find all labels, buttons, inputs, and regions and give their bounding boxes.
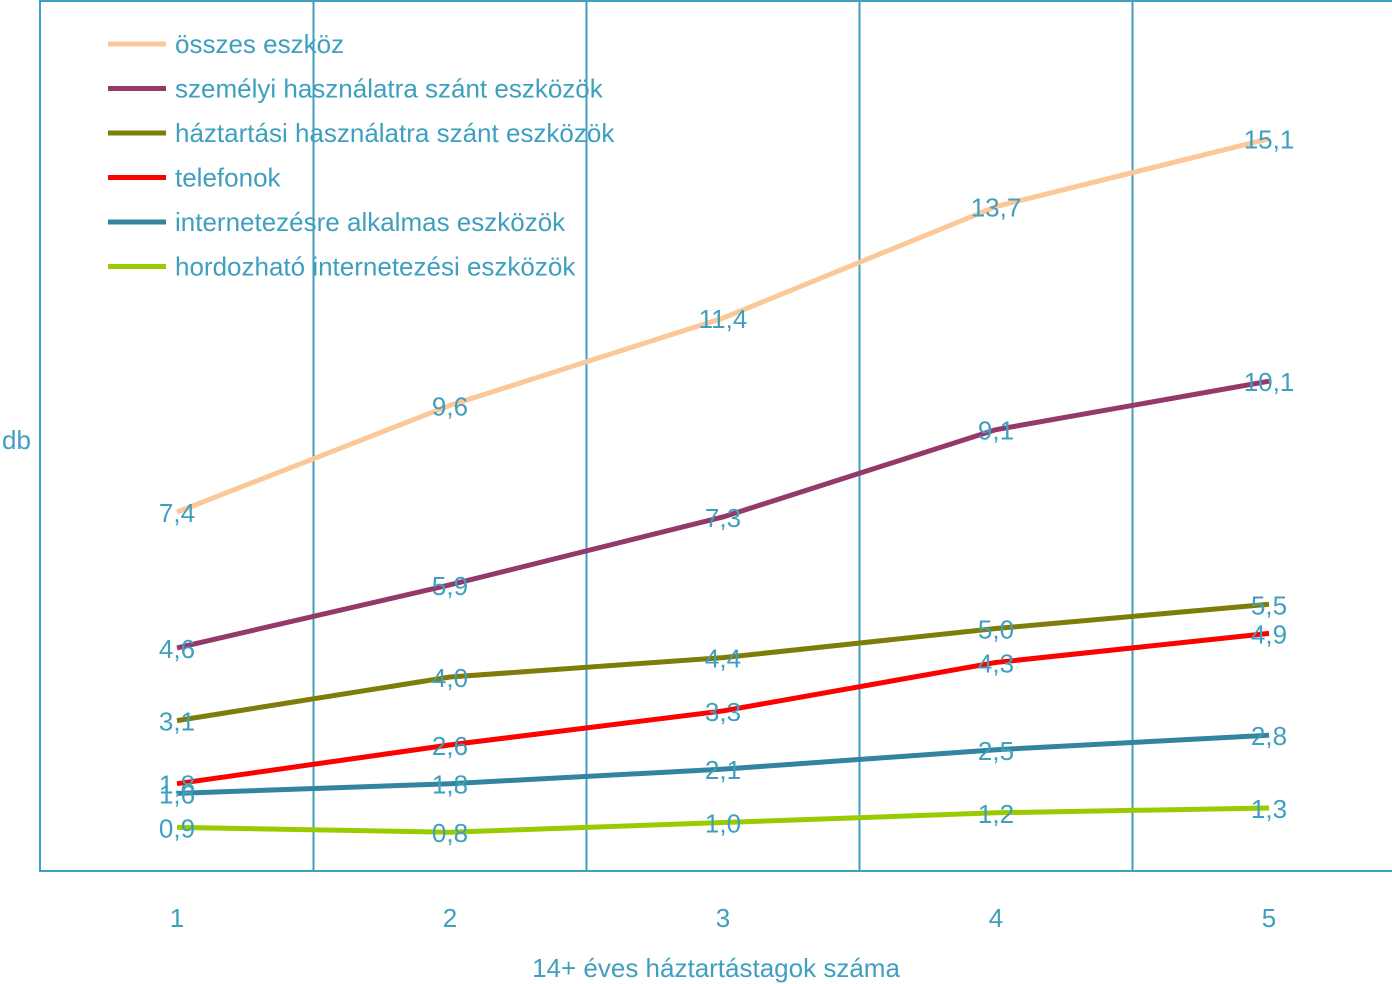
data-label: 0,9 [159,813,195,843]
legend-item-label: internetezésre alkalmas eszközök [175,207,566,237]
data-label: 4,0 [432,663,468,693]
legend-item-label: hordozható internetezési eszközök [175,252,576,282]
data-label: 2,8 [1251,721,1287,751]
legend-item-label: személyi használatra szánt eszközök [175,74,604,104]
series-line-3 [176,601,1270,724]
data-label: 3,1 [159,707,195,737]
data-label: 4,6 [159,634,195,664]
data-label: 10,1 [1244,367,1295,397]
series-line-4 [176,630,1270,787]
x-axis-label: 14+ éves háztartástagok száma [532,953,900,983]
data-label: 4,4 [705,644,741,674]
x-tick-label: 3 [716,903,730,933]
x-axis-ticks: 1 2 3 4 5 [170,903,1276,933]
data-label: 11,4 [699,304,748,334]
data-label: 5,9 [432,571,468,601]
data-label: 2,1 [705,755,741,785]
data-label: 4,9 [1251,619,1287,649]
data-label: 9,6 [432,391,468,421]
data-label: 0,8 [432,818,468,848]
legend-item-label: összes eszköz [175,29,344,59]
data-label: 7,3 [705,503,741,533]
data-label: 1,3 [1251,794,1287,824]
plot-frame [39,0,1392,872]
data-label: 3,3 [705,697,741,727]
y-axis-label: db [2,425,31,455]
data-label: 2,5 [978,736,1014,766]
x-tick-label: 5 [1262,903,1276,933]
series-line-1 [176,136,1270,515]
series-line-5 [176,732,1270,796]
data-label: 5,5 [1251,590,1287,620]
legend: összes eszköz személyi használatra szánt … [108,29,615,282]
x-tick-label: 1 [170,903,184,933]
x-tick-label: 2 [443,903,457,933]
data-label: 1,0 [705,809,741,839]
data-label: 9,1 [978,416,1014,446]
data-label: 1,2 [978,799,1014,829]
x-tick-label: 4 [989,903,1003,933]
data-label: 15,1 [1244,125,1295,155]
series-lines [176,136,1270,835]
data-label: 1,8 [432,770,468,800]
data-labels: 7,4 9,6 11,4 13,7 15,1 4,6 5,9 7,3 9,1 10,1 3,1 4,0… [159,125,1294,849]
data-label: 5,0 [978,615,1014,645]
data-label: 1,6 [159,779,195,809]
legend-item-label: telefonok [175,163,282,193]
series-line-6 [176,805,1270,835]
data-label: 4,3 [978,648,1014,678]
data-label: 1,8 [159,770,195,800]
series-line-2 [176,378,1270,651]
data-label: 13,7 [971,193,1022,223]
legend-item-label: háztartási használatra szánt eszközök [175,118,615,148]
data-label: 7,4 [159,498,195,528]
data-label: 2,6 [432,731,468,761]
